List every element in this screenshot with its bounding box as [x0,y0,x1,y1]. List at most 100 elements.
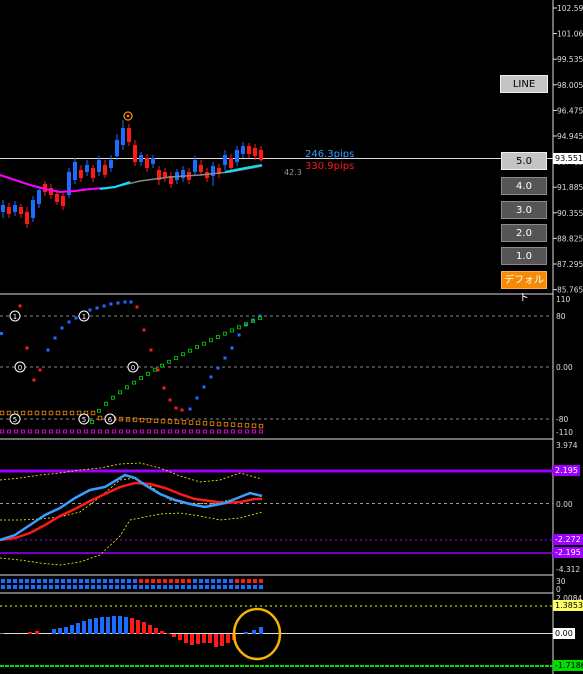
strip-dot-bottom [49,585,53,589]
candle-body [55,194,59,202]
line-sign-button[interactable]: LINE SIGN [500,75,548,108]
osc1-square-magenta [105,429,109,434]
strip-dot-bottom [73,585,77,589]
hist-bar [190,634,194,645]
candlesticks [1,120,263,228]
osc1-square-magenta [252,429,256,434]
strip-dot-top [61,579,65,583]
strip-dot-top [139,579,143,583]
osc1-square-orange [55,410,61,416]
hist-bar [220,634,224,646]
level-5-button[interactable]: 5.0 [501,152,547,170]
candle-body [61,196,65,206]
osc1-dot-red [38,368,42,372]
osc1-dot-red [162,386,166,390]
hist-bar [244,632,248,634]
ma-line-cyan [99,181,131,190]
osc1-axis-label: -80 [556,415,568,424]
candle-body [133,145,137,162]
top-signal-marker [123,111,133,121]
strip-dot-bottom [157,585,161,589]
level-1-button[interactable]: 1.0 [501,247,547,265]
price-label: 99.535 [557,55,583,64]
osc1-square-green [216,335,220,339]
osc1-square-green [244,322,248,327]
candle-body [199,165,203,172]
hist-bar [178,634,182,640]
osc1-square-orange [230,422,236,427]
osc1-square-magenta [140,429,144,434]
hist-bar [112,616,116,634]
strip-dot-top [55,579,59,583]
osc1-square-orange [6,410,12,416]
osc1-square-magenta [168,429,172,434]
strip-dot-bottom [127,585,131,589]
osc1-square-orange [34,410,40,416]
price-label: 96.475 [557,106,583,115]
osc1-square-orange [20,410,26,416]
osc1-square-orange [139,417,145,423]
osc1-square-green [139,376,143,381]
level-2-button[interactable]: 2.0 [501,224,547,242]
candle-body [163,172,167,178]
strip-dot-bottom [241,585,245,589]
level-3-button[interactable]: 3.0 [501,201,547,219]
level-4-button[interactable]: 4.0 [501,177,547,195]
osc1-square-green [251,319,255,323]
osc1-square-orange [97,415,103,421]
strip-dot-bottom [217,585,221,589]
osc1-dot-blue [74,316,78,320]
osc1-dot-blue [60,326,64,330]
strip-dot-bottom [43,585,47,589]
osc1-dot-blue [209,375,213,379]
candle-body [49,188,53,195]
strip-dot-top [133,579,137,583]
strip-dot-bottom [211,585,215,589]
default-button[interactable]: デフォルト [501,271,547,304]
strip-dot-bottom [1,585,5,589]
osc1-axis-label: 110 [556,295,571,304]
strip-dot-bottom [139,585,143,589]
strip-dot-bottom [133,585,137,589]
strip-dot-bottom [259,585,263,589]
candle-body [7,207,11,214]
osc1-square-orange [118,416,124,422]
osc1-signal-marker [127,361,139,373]
hist-bar [76,623,80,634]
osc1-square-magenta [147,429,151,434]
osc1-square-orange [216,421,222,427]
hist-bar [130,618,134,634]
hist-bar [0,633,4,634]
strip-dot-top [121,579,125,583]
osc1-square-green [174,356,178,360]
osc1-square-magenta [84,429,88,434]
hist-bar [52,629,56,634]
osc1-square-orange [146,418,152,423]
osc1-square-orange [188,420,194,425]
oscillator-panel-2 [0,462,553,566]
candle-body [1,205,5,212]
price-label: 98.005 [557,81,583,90]
strip-dot-top [43,579,47,583]
strip-dot-top [247,579,251,583]
osc1-dot-red [25,346,29,350]
hist-bar [106,617,110,634]
strip-dot-bottom [175,585,179,589]
candle-body [97,160,101,172]
candle-body [67,172,71,195]
strip-dot-top [157,579,161,583]
osc1-square-magenta [175,429,179,434]
hist-bottom-tag: -1.7186 [553,660,583,671]
hist-bar [118,616,122,634]
osc1-square-magenta [210,429,214,434]
osc1-dot-blue [95,306,99,310]
candle-body [259,150,263,160]
price-label: 87.295 [557,260,583,269]
hist-bar [142,622,146,634]
osc1-signal-text: 0 [131,364,135,372]
osc1-dot-blue [67,320,71,324]
osc1-signal-marker [78,413,90,425]
strip-dot-top [229,579,233,583]
candle-body [169,176,173,184]
